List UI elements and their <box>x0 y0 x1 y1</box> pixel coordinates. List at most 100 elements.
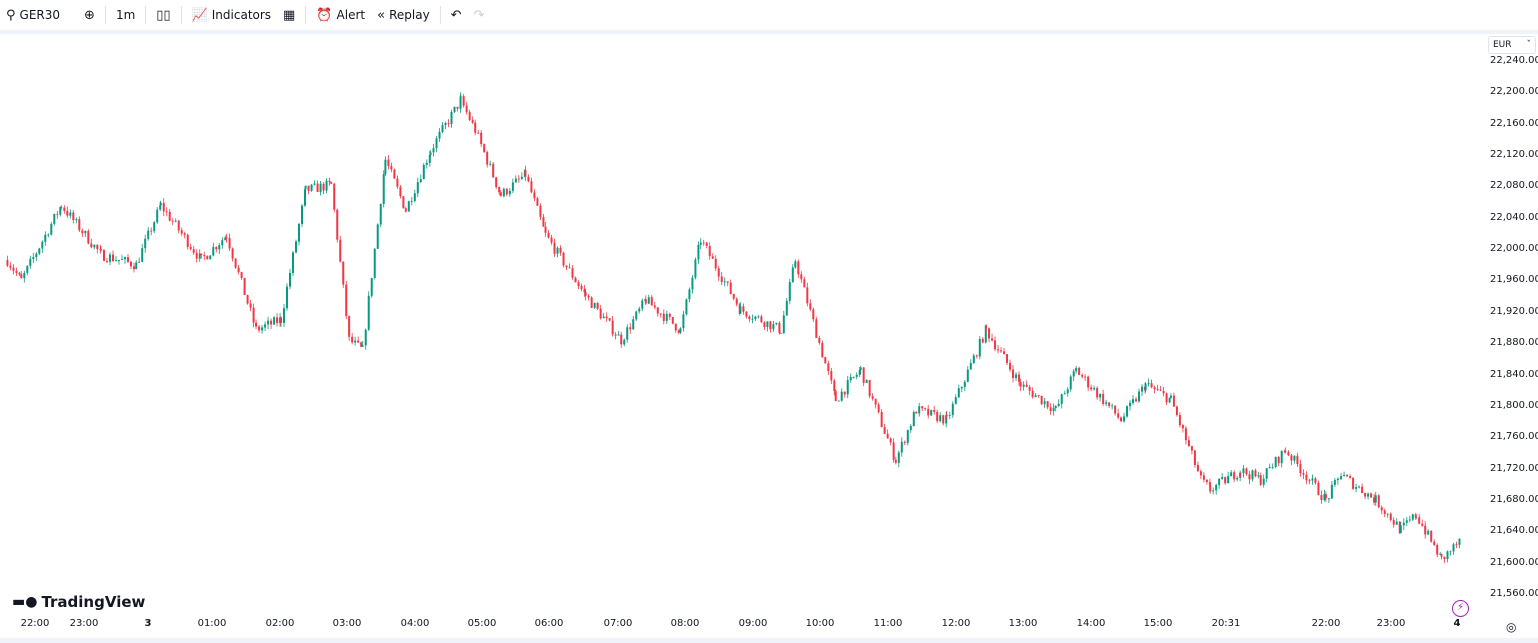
candle <box>735 297 738 307</box>
candle <box>1355 483 1358 493</box>
indicators-button[interactable]: 📈 Indicators <box>186 1 277 29</box>
candle <box>379 203 382 228</box>
candle <box>1187 436 1190 447</box>
redo-button[interactable]: ↷ <box>468 1 491 29</box>
price-tick-label: 21,880.00 <box>1490 337 1538 349</box>
lightning-icon[interactable]: ⚡ <box>1452 600 1469 617</box>
replay-button[interactable]: «Replay <box>371 1 436 29</box>
candle <box>246 294 249 305</box>
currency-select[interactable]: EUR ˇ <box>1488 36 1536 54</box>
candle <box>520 172 523 181</box>
divider <box>439 6 441 24</box>
candle <box>462 94 465 108</box>
candle <box>812 307 815 322</box>
candle <box>691 275 694 294</box>
interval-button[interactable]: 1m <box>110 1 141 29</box>
candle <box>1075 365 1078 374</box>
candle <box>393 168 396 179</box>
candle <box>644 295 647 306</box>
candle <box>806 282 809 307</box>
candle <box>280 316 282 327</box>
candle <box>1389 512 1392 522</box>
candle <box>367 291 370 332</box>
candle <box>1352 476 1355 490</box>
candle <box>656 307 659 317</box>
candle <box>261 324 264 334</box>
candle <box>276 313 279 327</box>
candle <box>264 321 267 331</box>
candle <box>26 265 29 276</box>
candle <box>135 260 138 270</box>
candle <box>659 313 662 318</box>
candle <box>852 376 855 379</box>
candle <box>897 450 900 468</box>
candle <box>1215 483 1218 495</box>
compare-button[interactable]: ⊕ <box>78 1 101 29</box>
candle <box>536 196 539 206</box>
price-axis[interactable]: 22,240.00 22,200.00 22,160.00 22,120.00 22,0… <box>1476 34 1538 628</box>
candle <box>1330 481 1333 500</box>
time-tick-label: 4 <box>1453 618 1461 629</box>
candle <box>912 410 915 427</box>
candle <box>1452 542 1455 555</box>
candle <box>84 230 87 238</box>
candle <box>228 233 231 251</box>
candle <box>587 293 590 301</box>
candle <box>1031 387 1034 399</box>
candle <box>1209 481 1212 494</box>
candle <box>141 244 144 263</box>
candle <box>1274 456 1277 469</box>
candle <box>47 233 50 238</box>
undo-icon: ↶ <box>450 7 462 23</box>
candle <box>668 312 671 321</box>
candle <box>638 306 641 314</box>
candle <box>186 233 189 250</box>
undo-button[interactable]: ↶ <box>445 1 468 29</box>
plus-circle-icon: ⊕ <box>84 7 95 23</box>
candle <box>174 218 177 223</box>
candle <box>1327 497 1330 503</box>
candle <box>333 182 336 213</box>
candle <box>1093 385 1096 391</box>
candle <box>382 170 385 208</box>
candle <box>972 353 975 364</box>
alert-button[interactable]: ⏰ Alert <box>310 1 371 29</box>
candle <box>203 251 206 261</box>
candle <box>1147 378 1150 387</box>
candle <box>544 222 547 237</box>
candle <box>336 208 339 243</box>
time-tick-label: 09:00 <box>738 618 768 629</box>
candlestick-chart[interactable] <box>0 34 1538 643</box>
chart-type-button[interactable]: ▯▯ <box>150 1 176 29</box>
candle <box>1069 374 1072 392</box>
candle <box>429 150 432 157</box>
candle <box>357 336 360 344</box>
candle <box>827 360 830 375</box>
candle <box>694 257 697 280</box>
candle <box>550 234 553 245</box>
time-axis[interactable]: 22:00 23:00 3 01:00 02:00 03:00 04:00 05:00 06:0… <box>0 618 1476 638</box>
tradingview-logo[interactable]: ▬● TradingView <box>12 593 145 611</box>
candle <box>103 249 105 262</box>
candle <box>60 205 63 210</box>
candle <box>402 195 405 209</box>
candle <box>909 424 912 433</box>
candle <box>1081 373 1084 379</box>
candle <box>779 332 782 334</box>
candle <box>267 316 270 330</box>
layouts-button[interactable]: ▦ <box>277 1 301 29</box>
symbol-search-button[interactable]: ⚲ GER30 <box>0 1 66 29</box>
candle <box>218 242 221 254</box>
settings-icon[interactable]: ◎ <box>1506 620 1517 634</box>
candle <box>87 229 90 245</box>
candle <box>957 384 960 399</box>
candle <box>12 264 15 275</box>
candle <box>729 279 732 295</box>
candle <box>596 301 599 310</box>
candle <box>156 206 159 224</box>
candle <box>319 180 322 196</box>
candle <box>1212 487 1215 495</box>
candle <box>1105 399 1108 407</box>
candle <box>23 270 26 283</box>
candle <box>78 216 81 233</box>
